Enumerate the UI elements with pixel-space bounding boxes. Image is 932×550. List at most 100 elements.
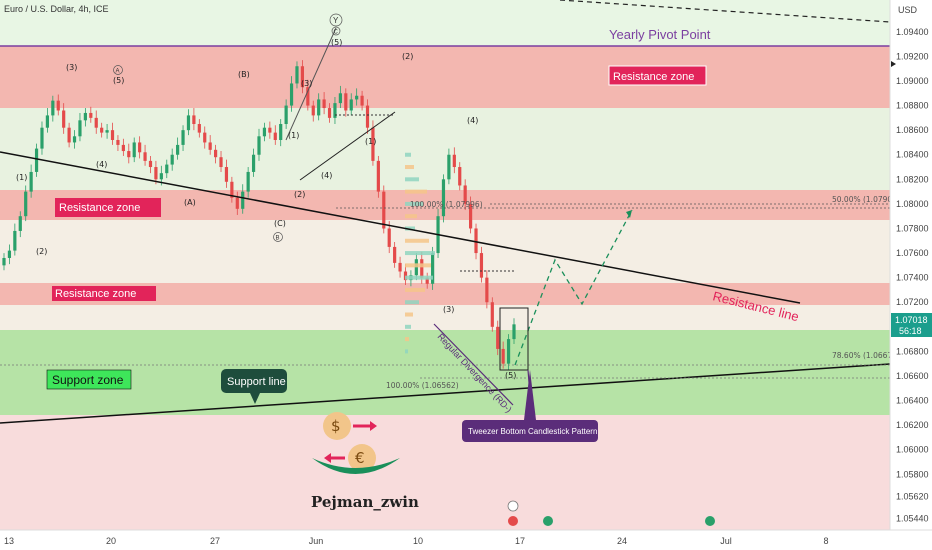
volume-profile-bar bbox=[405, 337, 409, 342]
candle-body bbox=[420, 259, 424, 278]
candle-body bbox=[262, 127, 267, 137]
candle-body bbox=[34, 148, 39, 172]
resistance-label-top-text: Resistance zone bbox=[613, 71, 694, 83]
event-icon[interactable] bbox=[507, 500, 519, 512]
wedge-line-lower bbox=[299, 111, 396, 181]
volume-profile-bar bbox=[405, 300, 419, 305]
candle-body bbox=[273, 132, 277, 140]
wave-label: (B) bbox=[238, 70, 250, 79]
fib-50-label: 50.00% (1.07907) bbox=[832, 195, 900, 204]
support-line[interactable] bbox=[0, 363, 891, 424]
support-line-callout: Support line bbox=[221, 369, 287, 404]
resistance-label-low: Resistance zone bbox=[52, 286, 156, 301]
candle-body bbox=[452, 154, 456, 168]
circled-label-A: A bbox=[113, 65, 123, 75]
candle-body bbox=[468, 203, 473, 229]
candle-body bbox=[18, 216, 22, 231]
candle-body bbox=[94, 117, 98, 128]
candle-body bbox=[219, 157, 223, 168]
euro-icon bbox=[348, 444, 376, 472]
candle-body bbox=[67, 127, 71, 143]
candle-body bbox=[2, 257, 6, 266]
time-tick-label: Jun bbox=[309, 536, 324, 546]
wave-label: (5) bbox=[331, 38, 342, 47]
event-icon[interactable] bbox=[705, 516, 715, 526]
support-label: Support zone bbox=[46, 369, 132, 390]
tweezer-text: Tweezer Bottom Candlestick Pattern bbox=[468, 427, 597, 436]
resistance-label-low-text: Resistance zone bbox=[55, 288, 136, 300]
last-price-text: 1.07018 bbox=[895, 315, 928, 325]
circled-label-B: B bbox=[273, 232, 283, 242]
dollar-icon bbox=[323, 412, 351, 440]
volume-profile-bar bbox=[405, 165, 414, 170]
countdown-text: 56:18 bbox=[899, 326, 922, 336]
price-tick-label: 1.07200 bbox=[896, 297, 929, 307]
tweezer-box[interactable] bbox=[499, 307, 529, 371]
candle-body bbox=[458, 167, 462, 186]
candle-body bbox=[127, 151, 131, 158]
volume-profile-bar bbox=[405, 312, 413, 317]
svg-text:C: C bbox=[334, 30, 339, 36]
price-tick-label: 1.06400 bbox=[896, 396, 929, 406]
candle-body bbox=[317, 99, 321, 116]
resistance-label-mid-text: Resistance zone bbox=[59, 202, 140, 214]
candle-body bbox=[365, 105, 370, 128]
event-icon[interactable] bbox=[508, 516, 518, 526]
candle-body bbox=[230, 181, 234, 198]
fib-786-label: 78.60% (1.06672) bbox=[832, 351, 900, 360]
wave-label: (2) bbox=[402, 52, 413, 61]
candle-body bbox=[376, 160, 380, 192]
support-zone bbox=[0, 330, 890, 415]
event-icon[interactable] bbox=[543, 516, 553, 526]
candle-body bbox=[45, 115, 50, 128]
resistance-line[interactable] bbox=[0, 151, 801, 304]
candle-body bbox=[51, 100, 55, 116]
candle-body bbox=[279, 124, 283, 140]
time-axis-bg bbox=[0, 530, 932, 550]
price-tick-label: 1.06200 bbox=[896, 420, 929, 430]
volume-profile-bar bbox=[405, 214, 417, 219]
volume-profile-bar bbox=[405, 287, 425, 292]
candle-body bbox=[105, 130, 109, 133]
candle-body bbox=[284, 105, 288, 125]
last-price-tag: 1.07018 56:18 bbox=[891, 313, 932, 337]
svg-text:Y: Y bbox=[333, 16, 339, 25]
svg-text:B: B bbox=[276, 236, 280, 242]
support-line-text: Support line bbox=[227, 376, 286, 388]
resistance-label-top: Resistance zone bbox=[608, 65, 707, 86]
wave-label: (3) bbox=[301, 79, 312, 88]
wedge-line-upper bbox=[285, 27, 337, 141]
candle-body bbox=[393, 246, 397, 263]
candle-body bbox=[100, 127, 104, 133]
candle-body bbox=[241, 191, 245, 209]
candle-body bbox=[121, 144, 125, 152]
candle-body bbox=[235, 197, 239, 209]
volume-profile-bar bbox=[405, 251, 435, 256]
candle-body bbox=[257, 136, 261, 155]
wave-label: (4) bbox=[321, 171, 332, 180]
price-ticks: 1.09400 1.09200 1.09000 1.08800 1.08600 1.084… bbox=[896, 27, 929, 524]
wave-label: (A) bbox=[184, 198, 196, 207]
candle-body bbox=[159, 173, 163, 180]
candle-body bbox=[344, 93, 348, 111]
candle-body bbox=[387, 228, 391, 247]
volume-profile-bar bbox=[405, 324, 411, 329]
circled-label-Y: Y bbox=[329, 13, 343, 27]
wave-label: (C) bbox=[274, 219, 286, 228]
volume-profile-bar bbox=[405, 275, 433, 280]
price-axis-bg bbox=[890, 0, 932, 530]
fib-100-bottom-label: 100.00% (1.06562) bbox=[386, 381, 459, 390]
candle-body bbox=[349, 99, 353, 111]
candle-body bbox=[300, 66, 305, 88]
time-tick-label: Jul bbox=[720, 536, 732, 546]
candle-body bbox=[333, 103, 337, 118]
author-name: Pejman_zwin bbox=[311, 493, 419, 511]
candle-body bbox=[246, 171, 250, 192]
bg-bottom-pink bbox=[0, 415, 890, 530]
volume-profile-bar bbox=[405, 349, 408, 354]
candle-body bbox=[181, 130, 185, 145]
candle-body bbox=[186, 115, 191, 131]
price-tick-label: 1.09200 bbox=[896, 51, 929, 61]
price-tick-label: 1.08200 bbox=[896, 174, 929, 184]
dashed-pivot-line bbox=[559, 0, 891, 23]
